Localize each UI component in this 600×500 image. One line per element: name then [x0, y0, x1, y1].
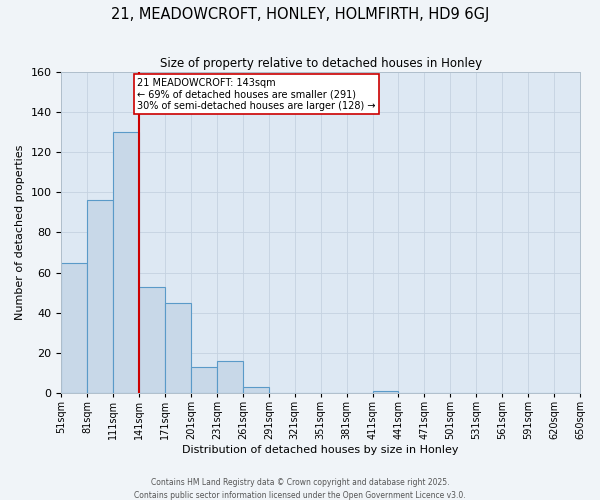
Bar: [113, 132, 139, 393]
Text: 21, MEADOWCROFT, HONLEY, HOLMFIRTH, HD9 6GJ: 21, MEADOWCROFT, HONLEY, HOLMFIRTH, HD9 …: [111, 8, 489, 22]
Bar: [88, 200, 113, 393]
Text: 21 MEADOWCROFT: 143sqm
← 69% of detached houses are smaller (291)
30% of semi-de: 21 MEADOWCROFT: 143sqm ← 69% of detached…: [137, 78, 376, 111]
X-axis label: Distribution of detached houses by size in Honley: Distribution of detached houses by size …: [182, 445, 459, 455]
Y-axis label: Number of detached properties: Number of detached properties: [15, 145, 25, 320]
Bar: [139, 286, 165, 393]
Text: Contains HM Land Registry data © Crown copyright and database right 2025.
Contai: Contains HM Land Registry data © Crown c…: [134, 478, 466, 500]
Bar: [61, 262, 88, 393]
Bar: [243, 387, 269, 393]
Bar: [165, 303, 191, 393]
Title: Size of property relative to detached houses in Honley: Size of property relative to detached ho…: [160, 58, 482, 70]
Bar: [217, 361, 243, 393]
Bar: [373, 391, 398, 393]
Bar: [191, 367, 217, 393]
